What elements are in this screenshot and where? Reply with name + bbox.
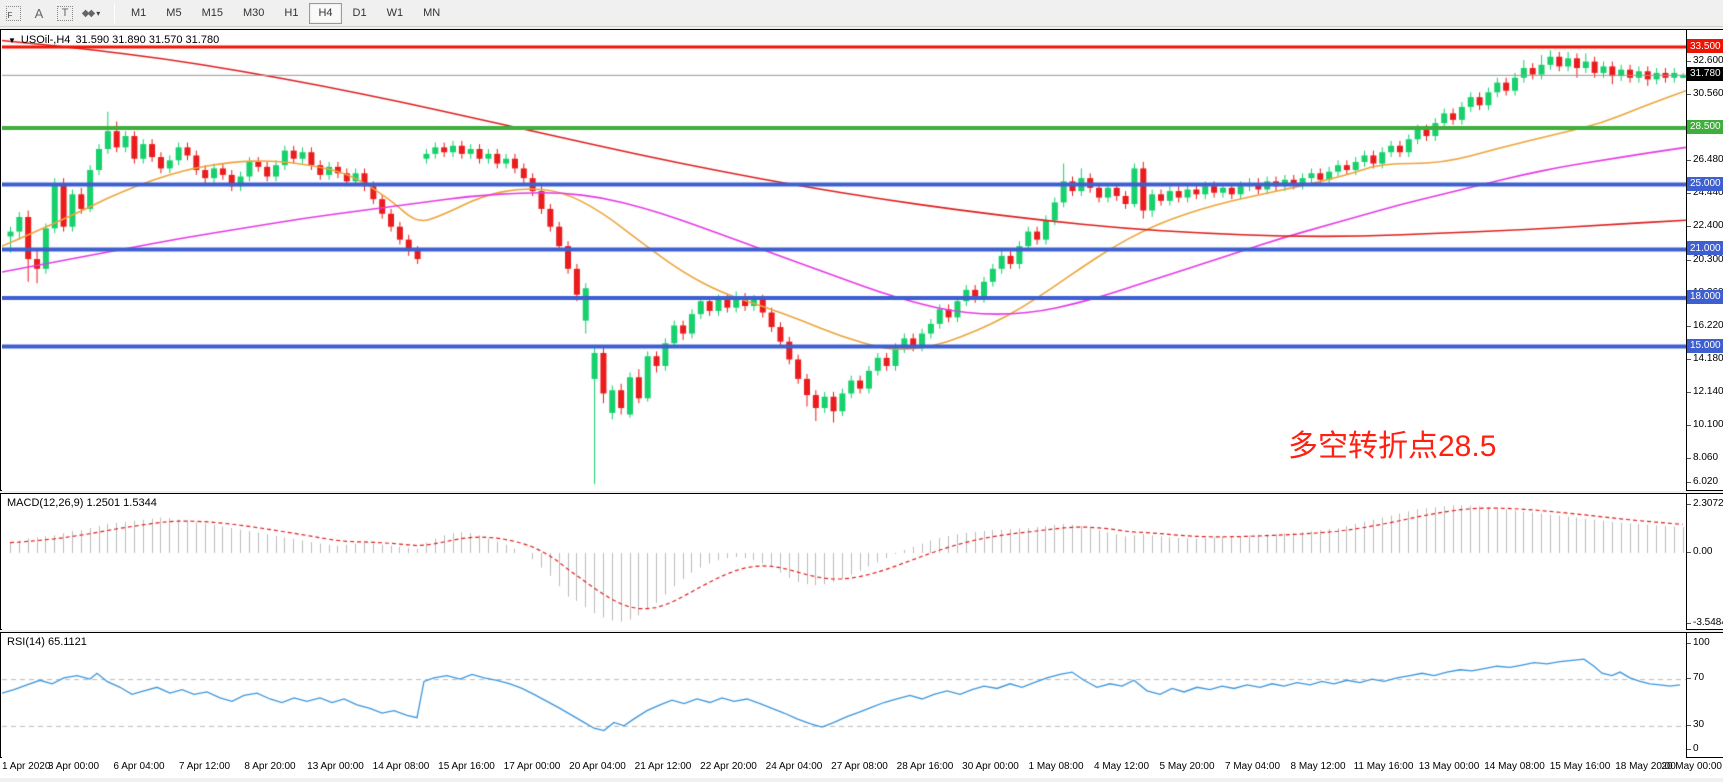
timeframe-button-m30[interactable]: M30 (242, 7, 265, 19)
time-axis-label: 1 May 08:00 (1028, 761, 1084, 772)
rsi-label: RSI(14) 65.1121 (7, 636, 87, 648)
time-axis-label: 1 Apr 2020 (2, 761, 51, 772)
macd-axis-label: -3.5484 (1687, 617, 1723, 628)
time-axis-label: 24 Apr 04:00 (765, 761, 823, 772)
time-axis-label: 3 Apr 00:00 (47, 761, 100, 772)
textbox-button[interactable]: T (53, 2, 77, 24)
rsi-axis: 100 70 30 0 (1686, 633, 1723, 757)
timeframe-button-d1[interactable]: D1 (352, 7, 367, 19)
time-axis-label: 15 Apr 16:00 (438, 761, 495, 772)
rsi-axis-label: 70 (1687, 672, 1723, 683)
timeframe-button-mn[interactable]: MN (423, 7, 441, 19)
symbol-dropdown-caret[interactable]: ▼ (8, 35, 16, 45)
time-axis-label: 7 May 04:00 (1224, 761, 1281, 772)
rsi-axis-label: 30 (1687, 719, 1723, 730)
shapes-icon: ◆◆ (81, 7, 95, 19)
macd-axis-label: 2.3072 (1687, 498, 1723, 509)
macd-axis: 2.3072 0.00 -3.5484 (1686, 494, 1723, 629)
rsi-axis-label: 0 (1687, 743, 1723, 754)
time-axis-label: 22 Apr 20:00 (700, 761, 757, 772)
current-price-badge: 31.780 (1687, 66, 1723, 81)
main-chart-panel: ▼ USOil-,H4 31.590 31.890 31.570 31.780 … (0, 29, 1723, 491)
grid-f-button[interactable]: F (1, 2, 25, 24)
macd-canvas[interactable] (2, 495, 1686, 630)
timeframe-button-h4[interactable]: H4 (309, 2, 342, 24)
shapes-button[interactable]: ◆◆ ▾ (79, 2, 103, 24)
price-tick-label: 24.440 (1687, 187, 1723, 198)
main-chart-canvas[interactable] (2, 31, 1686, 491)
time-axis-label: 20 Apr 04:00 (569, 761, 626, 772)
price-tick-label: 20.300 (1687, 254, 1723, 265)
toolbar-separator (114, 3, 115, 23)
timeframe-button-m5[interactable]: M5 (166, 7, 182, 19)
time-axis-label: 8 May 12:00 (1290, 761, 1346, 772)
text-button[interactable]: A (27, 2, 51, 24)
price-tick-label: 30.560 (1687, 88, 1723, 99)
time-axis-label: 30 Apr 00:00 (962, 761, 1019, 772)
time-axis-label: 17 Apr 00:00 (503, 761, 561, 772)
time-axis-label: 21 Apr 12:00 (634, 761, 692, 772)
price-tick-label: 32.600 (1687, 55, 1723, 66)
time-axis-label: 18 May 20:00 (1615, 761, 1676, 772)
time-axis-label: 27 Apr 08:00 (831, 761, 888, 772)
timeframe-button-m15[interactable]: M15 (201, 7, 223, 19)
price-level-badge: 21.000 (1687, 241, 1723, 256)
time-axis-label: 14 May 08:00 (1484, 761, 1545, 772)
rsi-panel: RSI(14) 65.1121 100 70 30 0 (0, 632, 1723, 758)
chart-ohlc-values: 31.590 31.890 31.570 31.780 (75, 34, 220, 46)
time-axis-label: 14 Apr 08:00 (372, 761, 430, 772)
rsi-axis-label: 100 (1687, 637, 1723, 648)
time-axis-label: 6 Apr 04:00 (113, 761, 165, 772)
time-axis-label: 11 May 16:00 (1353, 761, 1414, 772)
rsi-canvas[interactable] (2, 634, 1686, 758)
price-tick-label: 16.220 (1687, 320, 1723, 331)
price-tick-label: 10.100 (1687, 419, 1723, 430)
price-tick-label: 26.480 (1687, 154, 1723, 165)
time-axis-label: 15 May 16:00 (1549, 761, 1611, 772)
time-axis-label: 20 May 00:00 (1661, 761, 1722, 772)
price-level-badge: 18.000 (1687, 289, 1723, 304)
price-tick-label: 6.020 (1687, 476, 1723, 487)
macd-axis-label: 0.00 (1687, 546, 1723, 557)
price-level-badge: 33.500 (1687, 39, 1723, 53)
chart-symbol-period: USOil-,H4 (20, 34, 71, 46)
text-box-icon: T (57, 5, 73, 21)
toolbar: F A T ◆◆ ▾ M1 M5 M15 M30 H1 H4 D1 W1 MN (0, 0, 1723, 27)
price-axis[interactable]: 32.60030.56026.48024.44022.40020.30018.2… (1686, 30, 1723, 490)
timeframe-button-w1[interactable]: W1 (386, 7, 404, 19)
bottom-strip (0, 778, 1723, 782)
macd-panel: MACD(12,26,9) 1.2501 1.5344 2.3072 0.00 -3… (0, 493, 1723, 630)
price-tick-label: 12.140 (1687, 386, 1723, 397)
time-axis-label: 4 May 12:00 (1093, 761, 1150, 772)
time-axis-label: 5 May 20:00 (1159, 761, 1215, 772)
price-level-badge: 15.000 (1687, 338, 1723, 353)
time-axis[interactable]: 1 Apr 2020 3 Apr 00:00 6 Apr 04:00 7 Apr 12… (0, 758, 1723, 778)
time-axis-label: 7 Apr 12:00 (178, 761, 231, 772)
grid-f-icon: F (5, 5, 21, 21)
time-axis-label: 13 May 00:00 (1418, 761, 1480, 772)
price-tick-label: 14.180 (1687, 353, 1723, 364)
chart-annotation-text[interactable]: 多空转折点28.5 (1288, 430, 1497, 463)
dropdown-caret-icon[interactable]: ▾ (96, 8, 101, 18)
timeframe-button-h1[interactable]: H1 (284, 7, 299, 19)
price-tick-label: 8.060 (1687, 452, 1723, 463)
chart-title: ▼ USOil-,H4 31.590 31.890 31.570 31.780 (8, 34, 219, 46)
price-level-badge: 25.000 (1687, 176, 1723, 191)
price-level-badge: 28.500 (1687, 119, 1723, 134)
price-tick-label: 22.400 (1687, 220, 1723, 231)
text-a-icon: A (34, 5, 44, 21)
timeframe-button-m1[interactable]: M1 (131, 7, 147, 19)
time-axis-label: 13 Apr 00:00 (307, 761, 364, 772)
time-axis-label: 8 Apr 20:00 (244, 761, 296, 772)
macd-label: MACD(12,26,9) 1.2501 1.5344 (7, 497, 157, 509)
time-axis-label: 28 Apr 16:00 (896, 761, 954, 772)
